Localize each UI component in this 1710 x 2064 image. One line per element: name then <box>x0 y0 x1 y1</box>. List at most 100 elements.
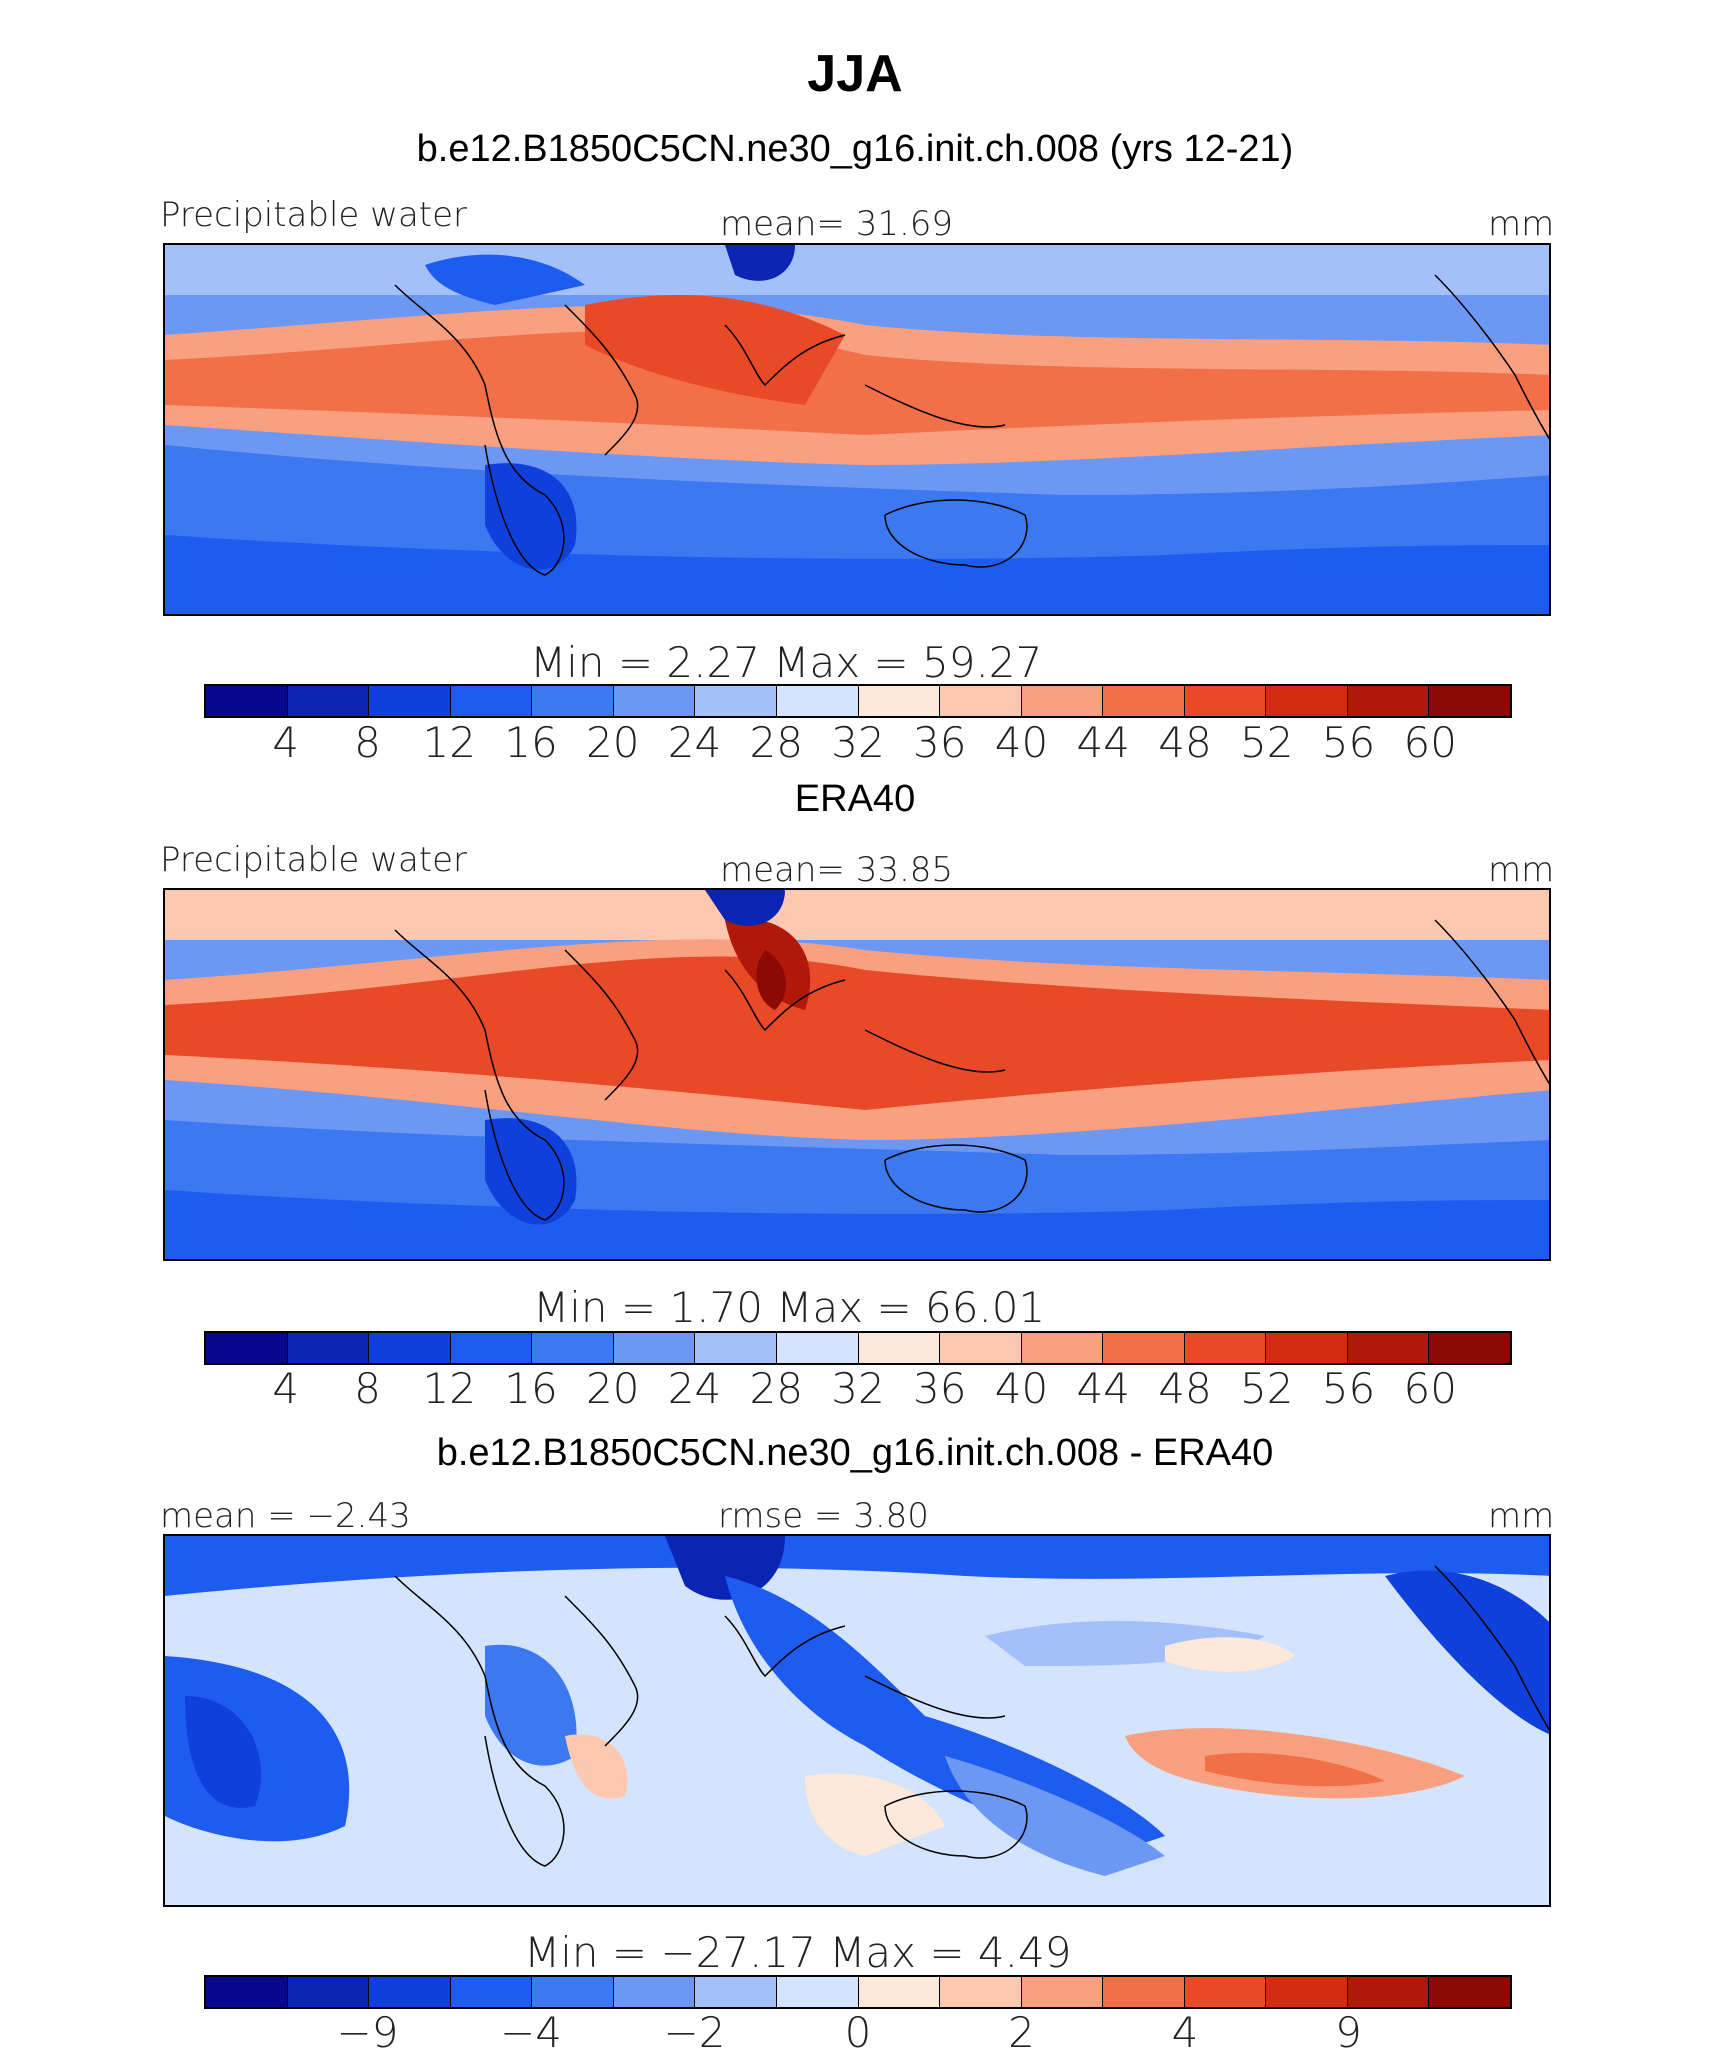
colorbar-box <box>1021 1977 1104 2007</box>
colorbar-tick-label: 36 <box>913 1364 967 1413</box>
colorbar-tick-label: 12 <box>422 1364 476 1413</box>
panel-3-mean-label: mean = −2.43 <box>160 1496 411 1536</box>
panel-1-subtitle: b.e12.B1850C5CN.ne30_g16.init.ch.008 (yr… <box>416 128 1294 170</box>
colorbar-box <box>1429 1333 1510 1363</box>
colorbar-box <box>1347 1977 1430 2007</box>
colorbar-tick-label: −9 <box>336 2008 399 2057</box>
colorbar-box <box>206 686 288 716</box>
colorbar-box <box>532 1333 614 1363</box>
colorbar-tick-label: −2 <box>663 2008 726 2057</box>
colorbar-tick-label: 52 <box>1240 718 1294 767</box>
colorbar-box <box>1266 1333 1348 1363</box>
panel-2-map-field <box>165 890 1549 1259</box>
colorbar-tick-label: 44 <box>1076 718 1130 767</box>
colorbar-box <box>532 1977 614 2007</box>
colorbar-box <box>287 686 370 716</box>
panel-1-variable-label: Precipitable water <box>160 195 468 235</box>
colorbar-box <box>858 1333 941 1363</box>
panel-3-min-max: Min = −27.17 Max = 4.49 <box>524 1928 1072 1977</box>
colorbar-box <box>1347 686 1430 716</box>
panel-2-subtitle: ERA40 <box>794 778 916 820</box>
panel-1-min-max: Min = 2.27 Max = 59.27 <box>530 638 1043 687</box>
colorbar-box <box>1184 686 1267 716</box>
colorbar-box <box>695 686 777 716</box>
colorbar-tick-label: 44 <box>1076 1364 1130 1413</box>
panel-1-map-field <box>165 245 1549 614</box>
colorbar-box <box>1184 1333 1267 1363</box>
colorbar-tick-label: 52 <box>1240 1364 1294 1413</box>
colorbar-box <box>450 686 533 716</box>
colorbar-tick-label: 60 <box>1403 1364 1457 1413</box>
panel-1-colorbar-ticks: 4 8 12 16 20 24 28 32 36 40 44 48 52 56 60 <box>0 718 1710 768</box>
colorbar-box <box>369 686 451 716</box>
colorbar-tick-label: 48 <box>1158 718 1212 767</box>
panel-3-rmse-label: rmse = 3.80 <box>718 1496 929 1536</box>
colorbar-box <box>695 1977 777 2007</box>
panel-1-mean-label: mean= 31.69 <box>720 204 954 244</box>
panel-3-colorbar <box>204 1975 1512 2009</box>
colorbar-box <box>940 686 1022 716</box>
figure-title: JJA <box>807 45 903 103</box>
panel-1-units-label: mm <box>1488 204 1555 244</box>
colorbar-tick-label: 48 <box>1158 1364 1212 1413</box>
colorbar-tick-label: 24 <box>667 718 722 767</box>
colorbar-box <box>450 1333 533 1363</box>
colorbar-tick-label: 32 <box>831 718 885 767</box>
colorbar-tick-label: 56 <box>1321 718 1376 767</box>
colorbar-box <box>1021 1333 1104 1363</box>
panel-2-min-max: Min = 1.70 Max = 66.01 <box>533 1283 1046 1332</box>
colorbar-box <box>369 1977 451 2007</box>
colorbar-box <box>940 1977 1022 2007</box>
panel-2-units-label: mm <box>1488 850 1555 890</box>
colorbar-tick-label: 40 <box>994 718 1049 767</box>
colorbar-box <box>1266 686 1348 716</box>
colorbar-tick-label: 16 <box>504 1364 558 1413</box>
colorbar-box <box>1021 686 1104 716</box>
colorbar-tick-label: 4 <box>272 718 300 767</box>
colorbar-box <box>1103 1977 1185 2007</box>
colorbar-tick-label: 8 <box>354 1364 381 1413</box>
colorbar-box <box>206 1333 288 1363</box>
colorbar-box <box>1429 686 1510 716</box>
colorbar-box <box>369 1333 451 1363</box>
panel-3-map-field <box>165 1536 1549 1905</box>
colorbar-tick-label: 4 <box>1171 2008 1199 2057</box>
colorbar-box <box>206 1977 288 2007</box>
panel-2-colorbar <box>204 1331 1512 1365</box>
colorbar-tick-label: 0 <box>844 2008 872 2057</box>
colorbar-box <box>858 686 941 716</box>
colorbar-tick-label: 60 <box>1403 718 1457 767</box>
colorbar-tick-label: 4 <box>272 1364 300 1413</box>
colorbar-box <box>613 686 696 716</box>
panel-3-colorbar-ticks: −9 −4 −2 0 2 4 9 <box>0 2008 1710 2058</box>
colorbar-tick-label: 24 <box>667 1364 722 1413</box>
colorbar-box <box>287 1977 370 2007</box>
colorbar-box <box>532 686 614 716</box>
panel-3-subtitle: b.e12.B1850C5CN.ne30_g16.init.ch.008 - E… <box>436 1432 1274 1474</box>
colorbar-box <box>1347 1333 1430 1363</box>
colorbar-tick-label: 9 <box>1335 2008 1362 2057</box>
colorbar-tick-label: 32 <box>831 1364 885 1413</box>
panel-3-units-label: mm <box>1488 1496 1555 1536</box>
colorbar-tick-label: 28 <box>749 1364 803 1413</box>
colorbar-box <box>776 686 859 716</box>
colorbar-box <box>613 1977 696 2007</box>
colorbar-tick-label: 16 <box>504 718 558 767</box>
colorbar-box <box>1266 1977 1348 2007</box>
colorbar-tick-label: 36 <box>913 718 967 767</box>
colorbar-box <box>613 1333 696 1363</box>
colorbar-box <box>940 1333 1022 1363</box>
panel-2-mean-label: mean= 33.85 <box>720 850 954 890</box>
colorbar-box <box>695 1333 777 1363</box>
colorbar-tick-label: 2 <box>1008 2008 1035 2057</box>
colorbar-box <box>858 1977 941 2007</box>
panel-2-map <box>163 888 1551 1261</box>
colorbar-box <box>1429 1977 1510 2007</box>
colorbar-box <box>776 1333 859 1363</box>
colorbar-box <box>287 1333 370 1363</box>
colorbar-tick-label: 28 <box>749 718 803 767</box>
colorbar-box <box>1184 1977 1267 2007</box>
panel-1-colorbar <box>204 684 1512 718</box>
panel-2-variable-label: Precipitable water <box>160 840 468 880</box>
colorbar-box <box>776 1977 859 2007</box>
